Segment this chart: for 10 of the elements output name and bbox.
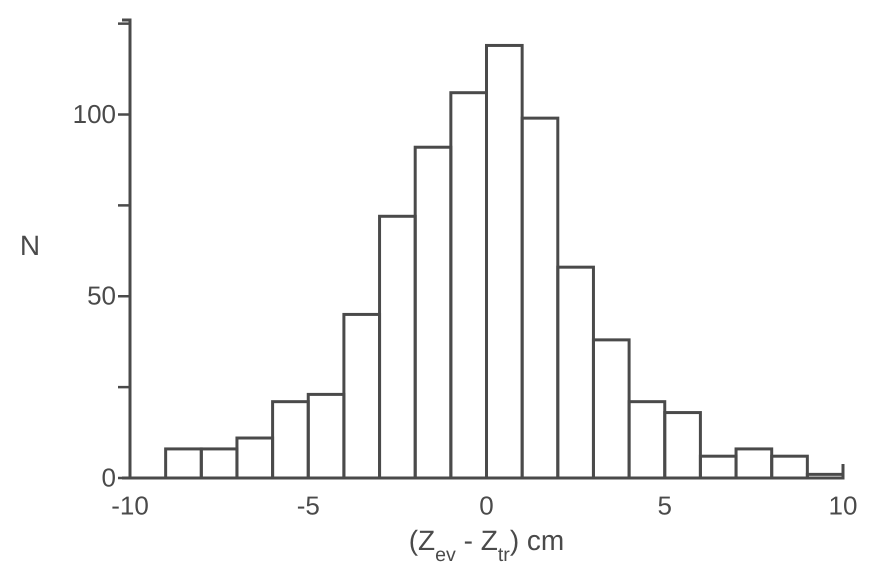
y-tick-label: 50: [87, 280, 116, 311]
x-tick-label: 5: [658, 490, 672, 520]
x-tick-label: -10: [111, 490, 149, 520]
x-tick-label: -5: [296, 490, 320, 520]
y-axis-title: N: [20, 230, 40, 261]
x-tick-label: 0: [479, 490, 494, 520]
x-axis-title: (Z$_{ev}$ - Z$_{tr}$) cm: [408, 525, 564, 566]
x-tick-label: 10: [828, 490, 858, 520]
y-tick-label: 100: [72, 98, 116, 129]
y-tick-label: 0: [102, 462, 116, 492]
